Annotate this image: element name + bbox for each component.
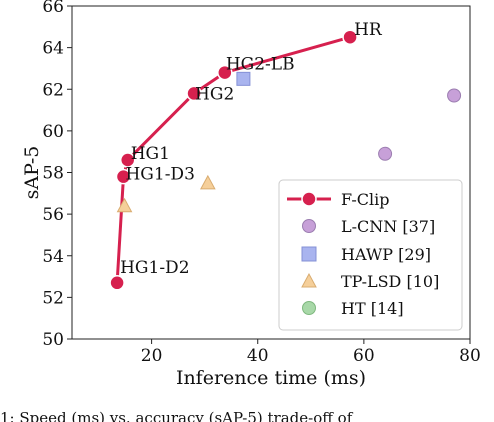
fclip-point — [119, 152, 136, 168]
lcnn-point — [447, 88, 462, 103]
y-tick-label: 58 — [42, 164, 64, 184]
legend-label: HT [14] — [341, 299, 404, 318]
x-tick-label: 40 — [247, 346, 269, 366]
y-tick-label: 52 — [42, 288, 64, 308]
legend-box — [278, 179, 463, 331]
chart: 20 40 60 80 50 52 54 56 58 60 62 64 66 Inference time… — [21, 0, 481, 389]
x-axis-label: Inference time (ms) — [176, 367, 366, 389]
fclip-series-line — [115, 35, 351, 283]
point-label: HG2-LB — [226, 55, 295, 75]
figure-caption: 1: Speed (ms) vs. accuracy (sAP-5) trade… — [0, 409, 353, 422]
point-label: HR — [354, 20, 383, 40]
fclip-point — [115, 168, 132, 185]
legend-fclip-marker — [301, 191, 317, 207]
lcnn-point — [378, 146, 393, 161]
hawp-point — [236, 71, 251, 86]
legend-tplsd-marker — [301, 272, 317, 288]
point-label: HG2 — [195, 84, 234, 104]
fclip-point — [109, 275, 125, 291]
tplsd-point — [116, 197, 133, 213]
x-tick-label: 80 — [459, 346, 481, 366]
fclip-point — [186, 85, 202, 102]
y-tick-label: 62 — [42, 80, 64, 100]
y-axis-label: sAP-5 — [21, 146, 43, 200]
legend-hawp-marker — [301, 246, 317, 262]
legend-label: TP-LSD [10] — [341, 272, 439, 291]
legend: F-Clip L-CNN [37] HAWP [29] TP-LSD [10] HT [… — [278, 179, 463, 331]
legend-ht-marker — [302, 301, 316, 315]
y-tick-label: 50 — [42, 330, 64, 350]
point-label: HG1-D3 — [125, 165, 194, 185]
y-tick-label: 66 — [42, 0, 64, 17]
x-tick-label: 20 — [141, 346, 163, 366]
y-tick-label: 64 — [42, 39, 64, 59]
point-label: HG1 — [131, 144, 170, 164]
fclip-point — [342, 29, 358, 45]
y-tick-label: 56 — [42, 205, 64, 225]
legend-label: L-CNN [37] — [341, 217, 435, 236]
y-tick-label: 60 — [42, 122, 64, 142]
y-tick-label: 54 — [42, 247, 64, 267]
tplsd-point — [200, 174, 216, 190]
legend-label: HAWP [29] — [341, 245, 431, 264]
legend-lcnn-marker — [302, 219, 316, 233]
point-label: HG1-D2 — [120, 258, 189, 278]
fclip-point — [217, 64, 233, 81]
legend-label: F-Clip — [341, 190, 390, 209]
x-tick-label: 60 — [353, 346, 375, 366]
axes-frame: 20 40 60 80 50 52 54 56 58 60 62 64 66 Inference time… — [21, 0, 481, 389]
